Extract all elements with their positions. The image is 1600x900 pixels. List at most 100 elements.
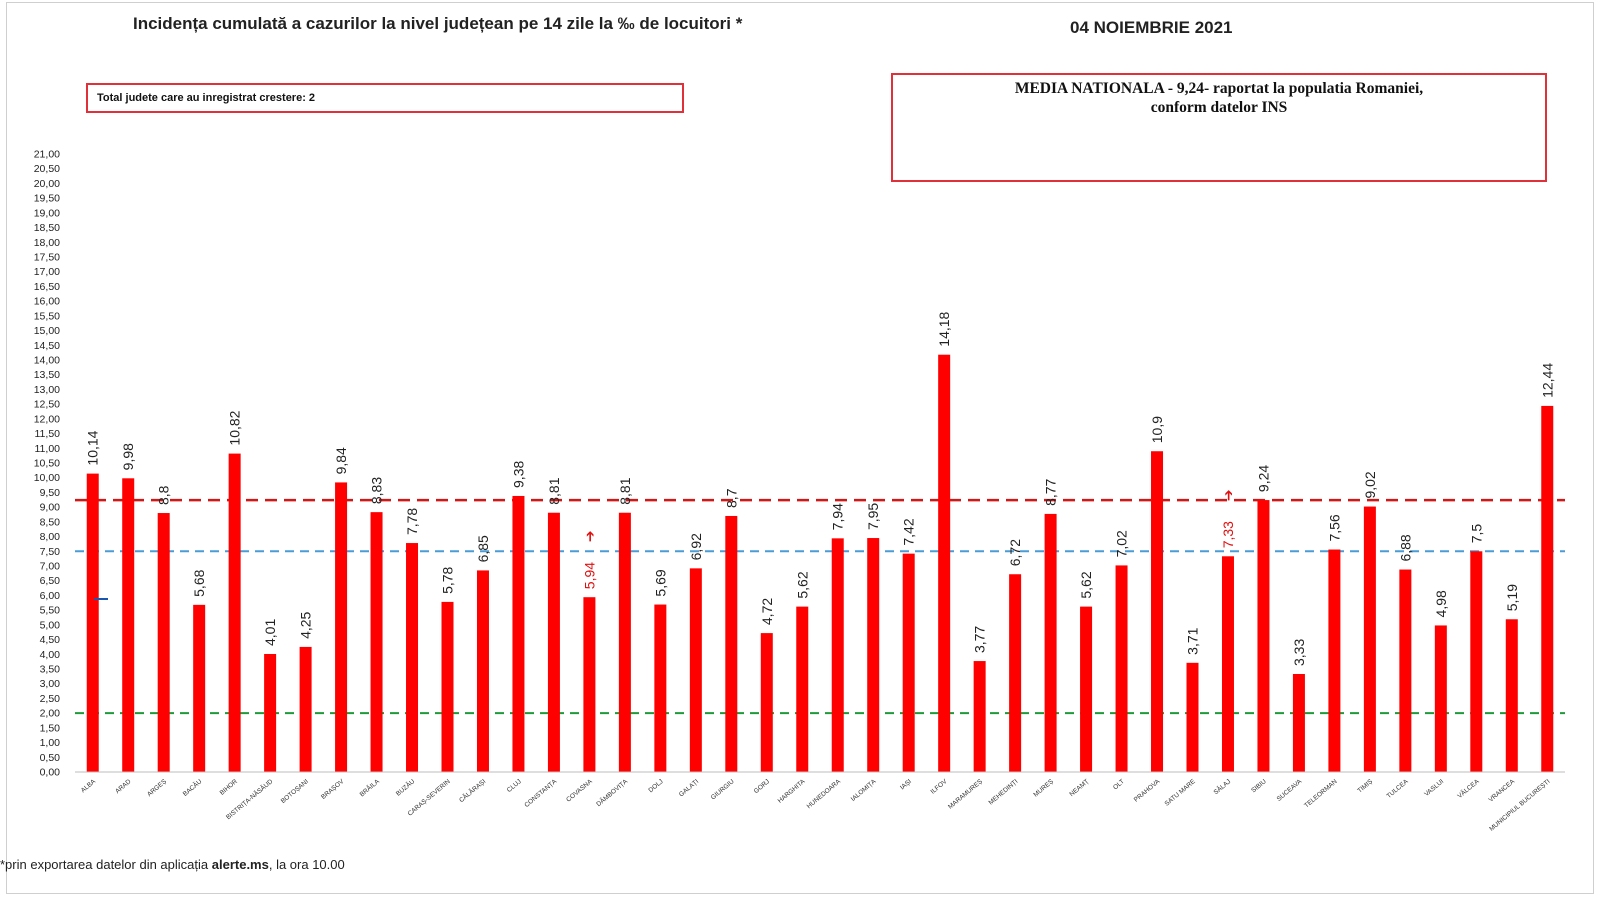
x-tick-label: ALBA xyxy=(80,778,98,794)
bar xyxy=(1434,625,1447,772)
data-label: 3,77 xyxy=(972,626,988,653)
y-tick-label: 5,50 xyxy=(40,605,61,617)
y-tick-label: 11,50 xyxy=(35,428,61,440)
bar xyxy=(1292,674,1305,772)
x-tick-label: CĂLĂRAȘI xyxy=(457,777,488,805)
bar xyxy=(1505,619,1518,772)
y-tick-label: 12,50 xyxy=(34,399,60,411)
y-tick-label: 17,50 xyxy=(34,252,60,264)
x-tick-label: SĂLAJ xyxy=(1211,777,1232,797)
increase-count-text: Total judete care au inregistrat crester… xyxy=(97,92,316,104)
y-tick-label: 8,50 xyxy=(40,516,61,528)
y-tick-label: 14,50 xyxy=(34,340,60,352)
increase-count-box: Total judete care au inregistrat crester… xyxy=(86,83,684,113)
y-tick-label: 13,00 xyxy=(34,384,60,396)
y-tick-label: 15,00 xyxy=(34,325,60,337)
bar xyxy=(831,538,844,772)
bar xyxy=(902,553,915,772)
bar xyxy=(725,515,738,772)
bar xyxy=(441,601,454,772)
y-tick-label: 4,00 xyxy=(40,649,61,661)
x-tick-label: IALOMIȚA xyxy=(850,778,878,803)
x-tick-label: BRAȘOV xyxy=(320,778,346,801)
y-tick-label: 2,50 xyxy=(40,693,61,705)
data-labels: 10,14 9,98 8,8 5,68 10,82 4,01 4,25 9,84 8,83 7,7… xyxy=(85,311,1556,666)
bar xyxy=(547,512,560,772)
bar xyxy=(1151,451,1164,772)
bar xyxy=(1470,551,1483,772)
x-tick-label: DÂMBOVIȚA xyxy=(594,776,630,808)
x-tick-label: VÂLCEA xyxy=(1455,776,1481,800)
data-label: 6,85 xyxy=(475,535,491,562)
data-label: 10,82 xyxy=(227,410,243,445)
x-tick-label: NEAMȚ xyxy=(1068,778,1090,798)
x-tick-label: SUCEAVA xyxy=(1276,778,1304,803)
bar xyxy=(1009,574,1022,772)
bar xyxy=(618,512,631,772)
bar xyxy=(796,606,809,772)
bar xyxy=(122,478,135,772)
data-label: 10,9 xyxy=(1149,416,1165,443)
data-label: 8,81 xyxy=(546,477,562,504)
national-average-line2: conform datelor INS xyxy=(1150,99,1288,116)
data-label: 7,95 xyxy=(865,503,881,530)
data-label: 5,68 xyxy=(191,569,207,596)
y-tick-label: 10,00 xyxy=(34,472,60,484)
x-tick-label: TULCEA xyxy=(1385,778,1410,800)
data-label: 4,25 xyxy=(298,611,314,638)
data-label: 5,62 xyxy=(1078,571,1094,598)
footnote-source: alerte.ms xyxy=(211,857,269,872)
data-label: 6,72 xyxy=(1007,539,1023,566)
y-axis: 0,00 0,50 1,00 1,50 2,00 2,50 3,00 3,50 4,00 4,50… xyxy=(34,149,60,779)
x-tick-label: CONSTANȚA xyxy=(523,778,558,809)
footnote-prefix: *prin exportarea datelor din aplicația xyxy=(0,857,212,872)
x-tick-label: VASLUI xyxy=(1423,778,1445,798)
data-label: 5,78 xyxy=(440,566,456,593)
x-tick-label: ARGEȘ xyxy=(146,778,168,798)
y-tick-label: 11,00 xyxy=(35,443,61,455)
bar xyxy=(228,453,241,772)
y-tick-label: 20,00 xyxy=(34,178,60,190)
y-tick-label: 0,50 xyxy=(40,752,61,764)
y-tick-label: 3,50 xyxy=(40,664,61,676)
y-tick-label: 16,50 xyxy=(34,281,60,293)
data-label: 12,44 xyxy=(1539,363,1555,398)
bar xyxy=(193,604,206,772)
x-tick-label: PRAHOVA xyxy=(1133,778,1162,804)
y-tick-label: 18,00 xyxy=(34,237,60,249)
y-tick-label: 14,00 xyxy=(34,355,60,367)
y-tick-label: 17,00 xyxy=(34,266,60,278)
bar xyxy=(476,570,489,772)
bar xyxy=(1541,405,1554,772)
x-tick-label: DOLJ xyxy=(647,778,664,794)
y-tick-label: 0,00 xyxy=(40,767,61,779)
chart-title: Incidența cumulată a cazurilor la nivel … xyxy=(133,14,743,33)
x-tick-label: GIURGIU xyxy=(710,778,736,801)
data-label: 8,8 xyxy=(156,485,172,505)
bar xyxy=(1328,549,1341,772)
data-label: 6,88 xyxy=(1397,534,1413,561)
data-label: 7,78 xyxy=(404,508,420,535)
x-tick-label: IAȘI xyxy=(899,778,913,791)
y-tick-label: 13,50 xyxy=(34,369,60,381)
data-label: 4,01 xyxy=(262,619,278,646)
data-label: 8,83 xyxy=(369,477,385,504)
data-label: 8,77 xyxy=(1043,478,1059,505)
y-tick-label: 7,50 xyxy=(40,546,61,558)
bar xyxy=(1044,513,1057,772)
reference-lines xyxy=(75,498,1565,715)
y-tick-label: 12,00 xyxy=(34,413,60,425)
bar xyxy=(1399,569,1412,772)
data-label: 5,69 xyxy=(652,569,668,596)
data-label: 5,62 xyxy=(794,571,810,598)
data-label: 7,94 xyxy=(830,503,846,530)
bar xyxy=(370,512,383,772)
y-tick-label: 21,00 xyxy=(34,149,60,161)
x-tick-label: SIBIU xyxy=(1250,778,1268,794)
x-tick-label: BIHOR xyxy=(219,778,240,797)
data-label: 6,92 xyxy=(688,533,704,560)
data-label: 4,72 xyxy=(759,598,775,625)
y-tick-label: 6,00 xyxy=(40,590,61,602)
y-tick-label: 8,00 xyxy=(40,531,61,543)
